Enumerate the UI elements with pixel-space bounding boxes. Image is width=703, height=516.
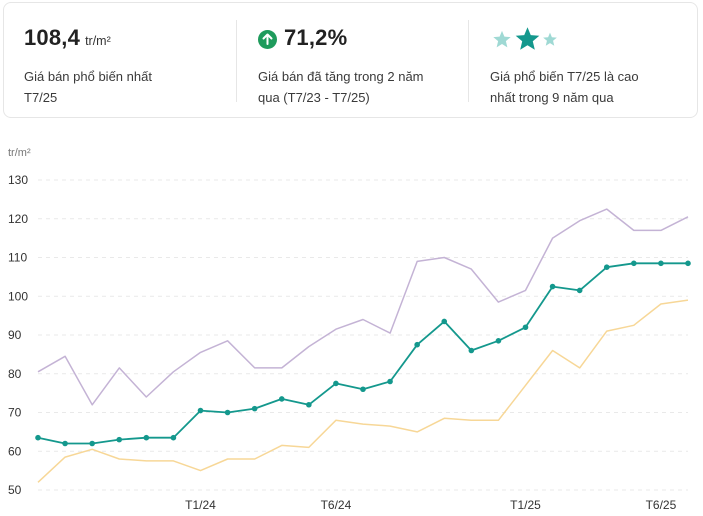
summary-card: 108,4 tr/m² Giá bán phổ biến nhất T7/25 … bbox=[3, 2, 698, 118]
main-series-point bbox=[278, 396, 285, 402]
star-icon bbox=[493, 30, 511, 47]
price-desc-line2: T7/25 bbox=[24, 90, 58, 105]
main-series-point bbox=[685, 260, 691, 267]
price-desc-line1: Giá bán phổ biến nhất bbox=[24, 69, 152, 84]
main-series-point bbox=[658, 260, 664, 267]
main-series-point bbox=[387, 378, 393, 385]
growth-desc-line2: qua (T7/23 - T7/25) bbox=[258, 90, 370, 105]
growth-desc-line1: Giá bán đã tăng trong 2 năm bbox=[258, 69, 424, 84]
grid-lines bbox=[38, 179, 688, 491]
rank-desc-line2: nhất trong 9 năm qua bbox=[490, 90, 614, 105]
main-series-point bbox=[549, 283, 556, 290]
y-tick-label: 100 bbox=[8, 289, 28, 303]
main-series-point bbox=[495, 338, 502, 344]
y-tick-label: 50 bbox=[8, 483, 22, 497]
main-series-point bbox=[116, 436, 123, 443]
divider bbox=[236, 20, 237, 102]
y-tick-label: 60 bbox=[8, 444, 22, 458]
main-series-point bbox=[360, 386, 366, 393]
main-series-point bbox=[631, 260, 637, 267]
upper-series-line bbox=[37, 208, 689, 406]
price-unit: tr/m² bbox=[85, 34, 111, 48]
main-series-point bbox=[603, 264, 610, 270]
main-series-point bbox=[143, 434, 150, 441]
x-tick-label: T6/25 bbox=[646, 498, 677, 512]
growth-headline: 71,2% bbox=[258, 25, 347, 53]
series-group bbox=[35, 208, 691, 483]
price-stat: 108,4 tr/m² Giá bán phổ biến nhất T7/25 bbox=[4, 3, 236, 117]
main-series-point bbox=[468, 347, 475, 354]
x-tick-label: T1/24 bbox=[185, 498, 216, 512]
main-series-point bbox=[414, 341, 420, 348]
y-axis-unit-label: tr/m² bbox=[8, 147, 31, 159]
star-rating bbox=[492, 26, 558, 52]
y-tick-label: 110 bbox=[8, 251, 27, 265]
main-series-point bbox=[224, 409, 231, 416]
main-series-point bbox=[197, 407, 204, 414]
main-series-point bbox=[170, 434, 177, 441]
main-series-point bbox=[441, 318, 448, 325]
price-description: Giá bán phổ biến nhất T7/25 bbox=[24, 66, 224, 108]
main-series-point bbox=[576, 287, 583, 294]
divider bbox=[468, 20, 469, 102]
x-tick-label: T1/25 bbox=[510, 498, 541, 512]
y-tick-label: 70 bbox=[8, 406, 22, 420]
star-icon bbox=[543, 32, 557, 46]
main-series-point bbox=[522, 324, 529, 331]
price-value: 108,4 bbox=[24, 25, 81, 50]
x-axis: T1/24 T6/24 T1/25 T6/25 bbox=[185, 498, 676, 512]
y-tick-label: 120 bbox=[8, 212, 28, 226]
y-tick-label: 80 bbox=[8, 367, 22, 381]
growth-description: Giá bán đã tăng trong 2 năm qua (T7/23 -… bbox=[258, 66, 458, 108]
main-series-point bbox=[62, 440, 68, 447]
star-icon bbox=[515, 27, 540, 50]
price-headline: 108,4 tr/m² bbox=[24, 25, 111, 53]
lower-series-line bbox=[37, 299, 689, 483]
rank-desc-line1: Giá phổ biến T7/25 là cao bbox=[490, 69, 639, 84]
y-tick-label: 90 bbox=[8, 328, 22, 342]
main-series-point bbox=[251, 405, 258, 412]
x-tick-label: T6/24 bbox=[321, 498, 352, 512]
y-tick-label: 130 bbox=[8, 173, 28, 187]
growth-value: 71,2% bbox=[284, 25, 348, 50]
rank-stat: Giá phổ biến T7/25 là cao nhất trong 9 n… bbox=[468, 3, 699, 117]
rank-description: Giá phổ biến T7/25 là cao nhất trong 9 n… bbox=[490, 66, 690, 108]
main-series-point bbox=[89, 440, 95, 447]
main-series-point bbox=[306, 401, 312, 408]
arrow-up-circle-icon bbox=[258, 29, 277, 49]
y-axis: 50 60 70 80 90 100 110 120 130 bbox=[8, 173, 28, 497]
growth-stat: 71,2% Giá bán đã tăng trong 2 năm qua (T… bbox=[236, 3, 468, 117]
main-series-point bbox=[35, 434, 41, 441]
main-series-point bbox=[333, 380, 339, 387]
